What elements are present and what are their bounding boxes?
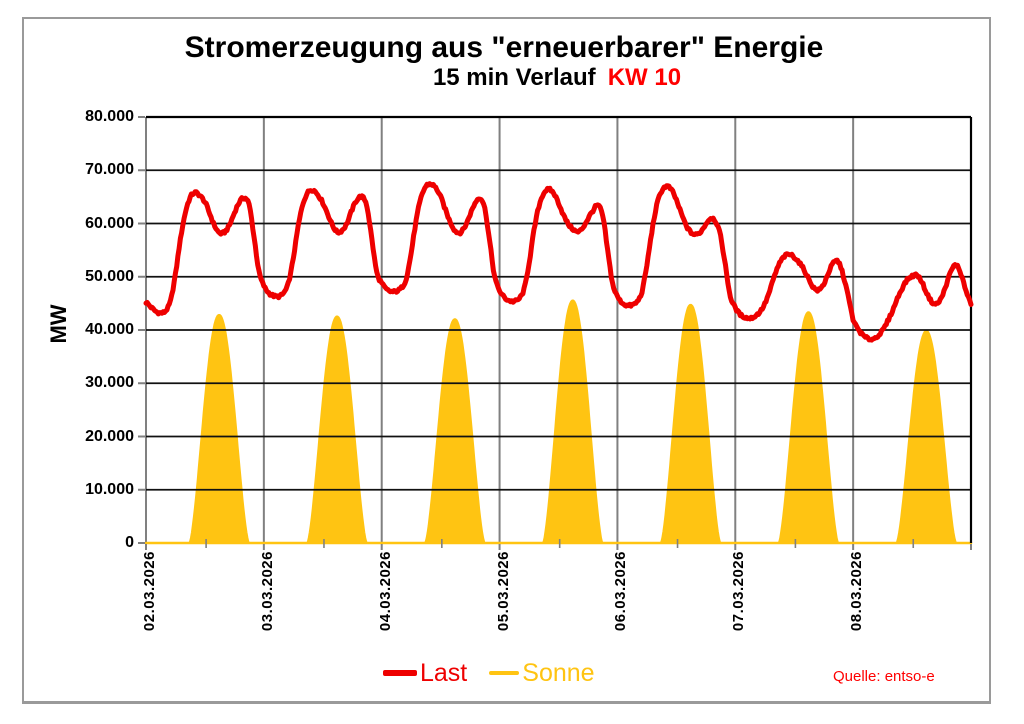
legend-label: Sonne (522, 659, 595, 687)
y-axis-tick-label: 60.000 (85, 214, 134, 232)
y-axis-tick-label: 50.000 (85, 267, 134, 285)
subtitle-week-highlight: KW 10 (607, 64, 682, 91)
chart-title: Stromerzeugung aus "erneuerbarer" Energi… (184, 31, 824, 64)
sonne-area-series (144, 299, 973, 545)
subtitle-text: 15 min Verlauf (432, 64, 596, 91)
last-line-series (143, 181, 974, 343)
legend: Last Sonne (383, 659, 595, 687)
x-axis-tick-label: 07.03.2026 (730, 551, 748, 632)
legend-label: Last (420, 659, 468, 687)
x-axis-tick-label: 08.03.2026 (848, 551, 866, 632)
legend-item-last: Last (383, 659, 467, 687)
x-axis-tick-label: 02.03.2026 (141, 551, 158, 632)
legend-item-sonne: Sonne (489, 659, 595, 687)
y-axis-tick-label: 70.000 (85, 161, 134, 179)
legend-swatch-last (383, 670, 417, 676)
y-axis-tick-label: 0 (125, 534, 134, 551)
y-axis-tick-label: 20.000 (85, 427, 134, 445)
x-axis-tick-label: 06.03.2026 (612, 551, 630, 632)
chart-subtitle: 15 min Verlauf KW 10 (57, 64, 1024, 92)
x-axis-tick-label: 03.03.2026 (258, 551, 276, 632)
figure-border (22, 17, 991, 704)
source-note: Quelle: entso-e (833, 668, 935, 685)
legend-swatch-sonne (489, 671, 520, 675)
y-axis-tick-label: 10.000 (85, 480, 134, 498)
y-axis-tick-label: 40.000 (85, 321, 134, 338)
y-axis-tick-label: 80.000 (85, 108, 134, 125)
x-axis-tick-label: 05.03.2026 (494, 551, 512, 632)
x-axis-tick-label: 04.03.2026 (376, 551, 394, 632)
y-axis-tick-label: 30.000 (85, 374, 134, 392)
